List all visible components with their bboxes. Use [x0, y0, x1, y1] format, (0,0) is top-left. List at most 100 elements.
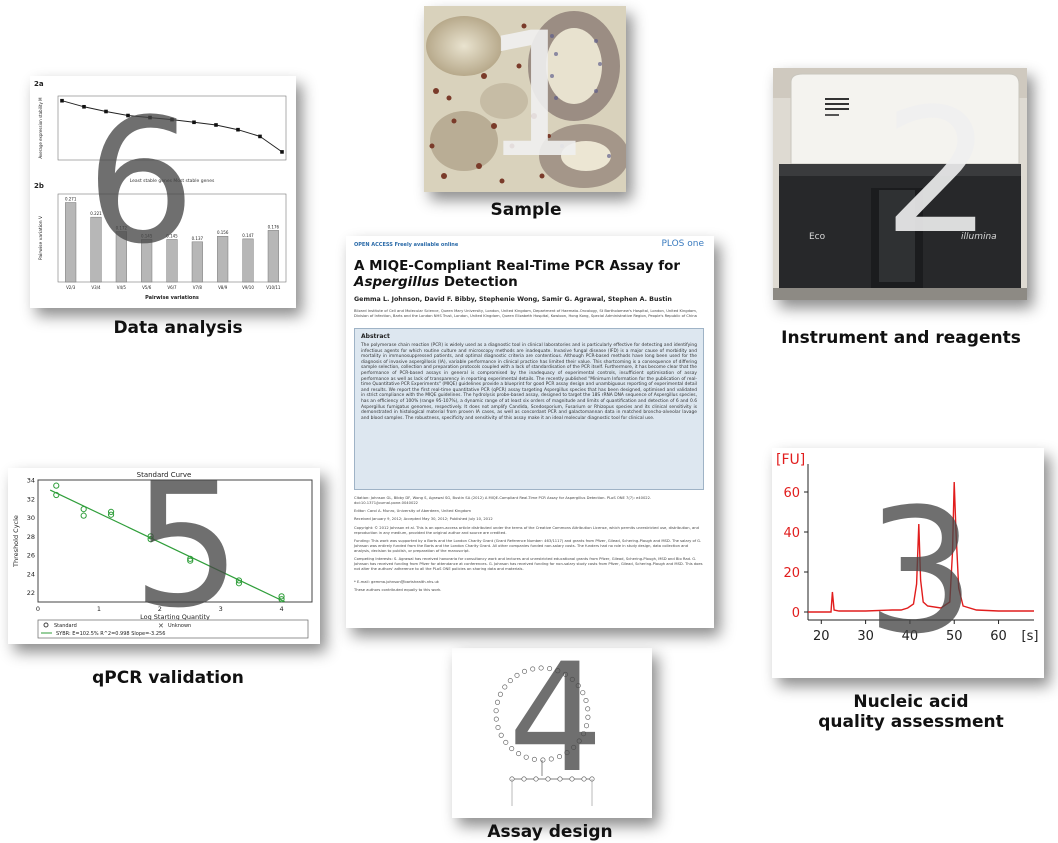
journal-logo: PLOS one — [661, 239, 704, 249]
stability-annotation: Least stable genes Most stable genes — [130, 178, 215, 184]
nucleotide-node — [585, 714, 591, 720]
bar-value-label: 0.271 — [65, 197, 77, 202]
nucleotide-node — [564, 750, 570, 756]
nucleotide-node — [555, 668, 561, 674]
nucleotide-node — [531, 756, 537, 762]
nucleotide-node — [498, 732, 504, 738]
variation-bar — [166, 239, 178, 283]
nucleotide-node — [583, 697, 589, 703]
nucleotide-node — [497, 691, 503, 697]
stability-point — [214, 123, 218, 127]
stability-and-variation-charts: 2a Average expression stability M Least st… — [34, 80, 287, 301]
nucleotide-node — [509, 746, 515, 752]
x-tick-label: 4 — [279, 605, 283, 613]
y-tick-label: 32 — [27, 495, 35, 503]
bar-category-label: V10/11 — [266, 285, 281, 290]
standard-point — [80, 512, 87, 519]
abstract-heading: Abstract — [361, 333, 390, 340]
bar-value-label: 0.156 — [217, 230, 229, 235]
paper-citation: Citation: Johnson GL, Bibby DF, Wong S, … — [354, 496, 652, 505]
nucleotide-node — [495, 725, 501, 731]
standard-point — [107, 508, 115, 516]
variation-bar — [191, 241, 203, 283]
bar-category-label: V4/5 — [117, 285, 127, 290]
paper-editor: Editor: Carol A. Munro, University of Ab… — [354, 509, 471, 513]
stability-point — [126, 113, 130, 118]
x-tick-label: 50 — [946, 629, 963, 644]
stability-point — [192, 120, 196, 125]
bar-chart-ylabel: Pairwise variation V — [38, 215, 44, 260]
data-analysis-panel: 2a Average expression stability M Least st… — [30, 76, 296, 308]
bar-category-label: V2/3 — [66, 285, 76, 290]
nucleotide-node — [502, 684, 508, 690]
step-number-3: 3 — [866, 471, 976, 672]
nucleotide-node — [514, 672, 520, 678]
bar-value-label: 0.137 — [192, 236, 204, 241]
bar-category-label: V6/7 — [167, 285, 177, 290]
nucleotide-node — [530, 666, 536, 672]
fu-trace-line — [808, 481, 1034, 613]
bar-value-label: 0.145 — [141, 233, 153, 238]
stability-point — [170, 117, 174, 122]
stability-point — [104, 109, 108, 114]
standard-curve-panel: Standard Curve 22 24 26 28 30 32 34 0 1 2 3 4 Log Sta… — [8, 468, 320, 644]
variation-bar — [242, 238, 254, 283]
caption-sample: Sample — [490, 200, 562, 220]
y-tick-label: 40 — [783, 526, 800, 541]
x-tick-label: 2 — [158, 605, 162, 613]
standard-point — [147, 536, 154, 543]
bar-value-label: 0.145 — [166, 233, 178, 238]
stability-point — [258, 134, 262, 139]
paper-first-page: OPEN ACCESS Freely available online PLOS… — [346, 236, 714, 628]
electropherogram-chart: [FU] 0 20 40 60 20 30 40 50 60 [s] — [776, 452, 1038, 644]
caption-analysis: Data analysis — [113, 318, 243, 338]
nucleotide-node — [584, 723, 590, 729]
standard-point — [278, 596, 285, 603]
bar-value-label: 0.176 — [268, 224, 280, 229]
chart-title: Standard Curve — [137, 471, 192, 479]
legend-box — [37, 619, 309, 639]
y-tick-label: 20 — [783, 566, 800, 581]
paper-email: * E-mail: gemma.johnson@bartshealth.nhs.… — [354, 580, 439, 584]
variation-bar — [217, 235, 229, 283]
nucleotide-node — [557, 754, 563, 760]
nucleotide-node — [493, 716, 499, 722]
nucleotide-node — [516, 751, 522, 757]
caption-instrument: Instrument and reagents — [781, 328, 1021, 348]
top-chart-frame — [57, 95, 287, 161]
caption-assay: Assay design — [487, 822, 613, 842]
abstract-text: The polymerase chain reaction (PCR) is w… — [361, 343, 697, 421]
bar-category-label: V8/9 — [218, 285, 228, 290]
nucleotide-node — [507, 678, 513, 684]
step-number-4: 4 — [508, 648, 604, 806]
y-axis-label: Threshold Cycle — [12, 515, 20, 568]
fit-line — [49, 489, 285, 603]
x-tick-label: 20 — [813, 629, 830, 644]
nucleotide-node — [493, 708, 499, 714]
bottom-chart-tag: 2b — [34, 182, 44, 190]
top-chart-tag: 2a — [34, 80, 44, 88]
paper-title-end: Detection — [439, 274, 518, 290]
nucleotide-node — [523, 754, 529, 760]
standard-point — [235, 577, 243, 584]
y-tick-label: 30 — [27, 514, 35, 522]
instrument-photo: Eco illumina 2 — [773, 68, 1027, 300]
bar-chart-xlabel: Pairwise variations — [145, 295, 199, 301]
paper-funding: Funding: This work was supported by a Ba… — [354, 539, 702, 553]
standard-point — [107, 511, 115, 518]
standard-point — [53, 491, 60, 499]
nucleotide-node — [494, 699, 500, 705]
strand-node — [545, 776, 551, 782]
nucleotide-node — [522, 668, 528, 674]
standard-point — [187, 555, 194, 562]
bar-value-label: 0.147 — [242, 233, 254, 238]
x-tick-label: 40 — [902, 629, 919, 644]
nucleotide-node — [538, 665, 544, 671]
plot-frame — [37, 479, 313, 603]
x-tick-label: 1 — [97, 605, 101, 613]
nucleotide-node — [548, 756, 554, 762]
stability-point — [60, 98, 64, 103]
variation-bar — [65, 202, 77, 283]
standard-point — [278, 593, 285, 600]
